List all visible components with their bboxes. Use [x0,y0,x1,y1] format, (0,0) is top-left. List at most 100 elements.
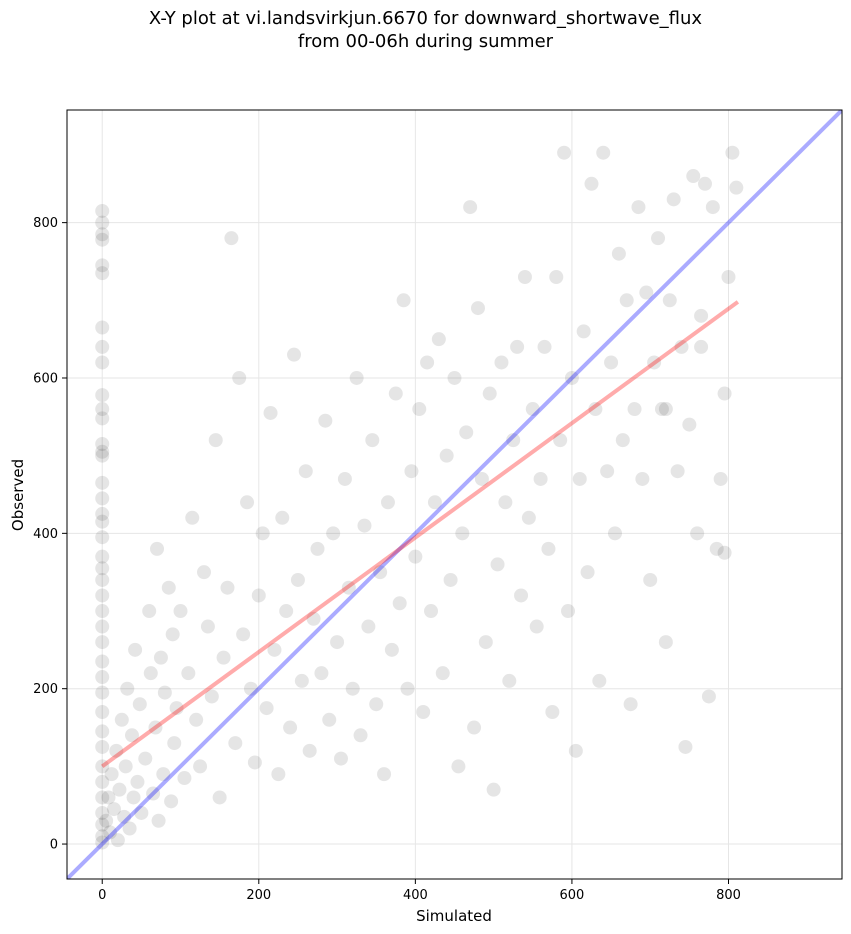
scatter-point [95,790,110,805]
scatter-point [95,444,110,459]
scatter-point [561,604,576,619]
x-axis-ticks: 0 200 400 600 800 [98,879,741,903]
scatter-point [365,433,380,448]
scatter-point [588,402,603,417]
scatter-point [228,736,243,751]
scatter-point [95,448,110,463]
scatter-point [416,704,431,719]
scatter-point [185,510,200,525]
scatter-point [686,169,701,184]
scatter-point [95,774,110,789]
scatter-point [95,704,110,719]
y-tick-label: 0 [50,838,58,853]
scatter-point [95,258,110,273]
scatter-point [388,386,403,401]
scatter-point [112,782,127,797]
scatter-point [287,347,302,362]
scatter-point [486,782,501,797]
y-tick-label: 800 [33,216,58,231]
scatter-point [341,580,356,595]
scatter-point [146,786,161,801]
scatter-point [729,180,744,195]
scatter-point [572,471,587,486]
scatter-point [337,471,352,486]
scatter-point [95,685,110,700]
scatter-point [623,697,638,712]
scatter-point [212,790,227,805]
scatter-point [128,642,143,657]
scatter-point [690,526,705,541]
scatter-point [95,411,110,426]
scatter-point [142,604,157,619]
scatter-point [95,203,110,218]
scatter-point [95,388,110,403]
x-tick-label: 200 [246,888,271,903]
scatter-point [533,471,548,486]
scatter-point [271,767,286,782]
scatter-point [506,433,521,448]
scatter-point [604,355,619,370]
scatter-point [290,572,305,587]
scatter-point [224,231,239,246]
scatter-point [208,433,223,448]
scatter-point [377,767,392,782]
scatter-point [600,464,615,479]
scatter-point [95,670,110,685]
scatter-point [95,817,110,832]
scatter-point [138,751,153,766]
x-tick-label: 800 [716,888,741,903]
scatter-point [557,145,572,160]
scatter-point [717,545,732,560]
scatter-point [118,759,133,774]
scatter-point [95,339,110,354]
scatter-point [255,526,270,541]
plot-frame [66,109,843,880]
scatter-point [576,324,591,339]
scatter-point [263,405,278,420]
scatter-point [635,471,650,486]
scatter-point [95,724,110,739]
scatter-point [95,437,110,452]
scatter-point [459,425,474,440]
scatter-point [106,802,121,817]
scatter-point [117,809,132,824]
scatter-point [95,739,110,754]
scatter-point [132,697,147,712]
scatter-point [545,704,560,719]
scatter-point [678,739,693,754]
scatter-point [95,805,110,820]
scatter-point [318,413,333,428]
scatter-point [580,565,595,580]
y-tick-label: 200 [33,682,58,697]
scatter-point [596,145,611,160]
scatter-point [564,370,579,385]
scatter-point [451,759,466,774]
scatter-point [101,790,116,805]
scatter-point [236,627,251,642]
y-axis-ticks: 0 200 400 600 800 [33,216,67,853]
scatter-point [682,417,697,432]
scatter-point [654,402,669,417]
scatter-point [353,728,368,743]
scatter-point [701,689,716,704]
scatter-point [611,246,626,261]
scatter-point [670,464,685,479]
scatter-point [326,526,341,541]
scatter-point [380,495,395,510]
scatter-point [404,464,419,479]
scatter-point [439,448,454,463]
scatter-point [514,588,529,603]
scatter-point [420,355,435,370]
scatter-point [95,572,110,587]
scatter-point [392,596,407,611]
scatter-point [95,588,110,603]
scatter-point [95,835,110,850]
scatter-point [345,681,360,696]
scatter-points [95,145,744,850]
scatter-point [95,232,110,247]
scatter-point [95,402,110,417]
scatter-point [474,471,489,486]
scatter-point [314,666,329,681]
scatter-point [470,301,485,316]
